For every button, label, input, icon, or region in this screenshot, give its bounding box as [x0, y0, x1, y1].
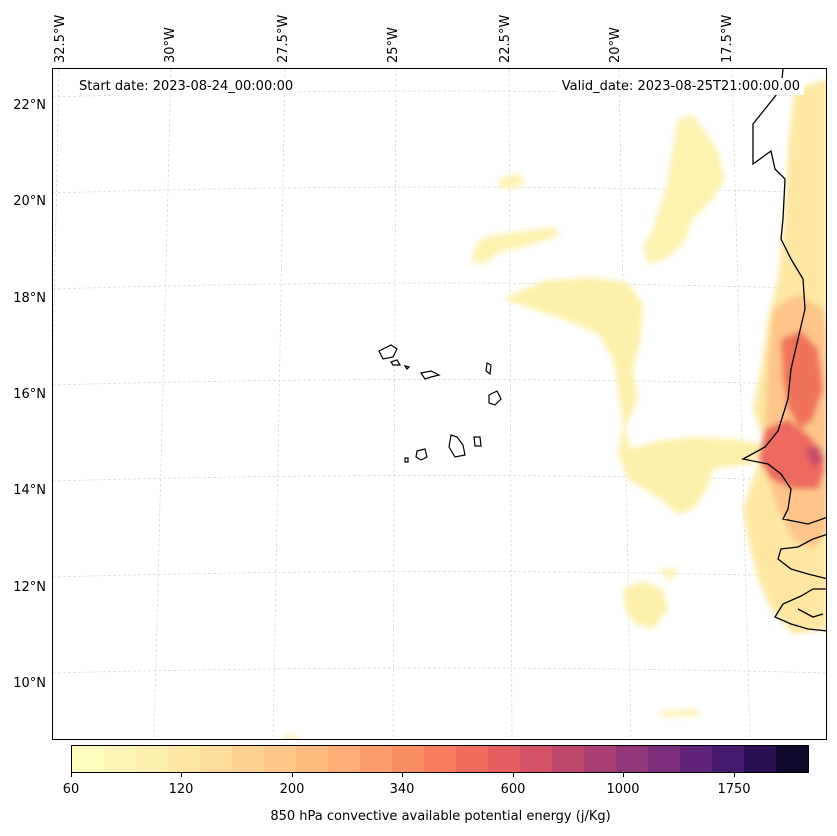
- lat-label-20n: 20°N: [13, 194, 46, 209]
- lon-label-22-5w: 22.5°W: [498, 14, 513, 63]
- colorbar-swatch-7: [296, 746, 328, 772]
- lat-label-10n: 10°N: [13, 676, 46, 691]
- colorbar: [71, 745, 809, 773]
- colorbar-swatch-0: [72, 746, 104, 772]
- cb-tick-340: 340: [389, 782, 415, 797]
- guinea-islands: [797, 608, 824, 618]
- lon-label-27-5w: 27.5°W: [276, 14, 291, 63]
- lat-label-12n: 12°N: [13, 580, 46, 595]
- colorbar-swatch-11: [424, 746, 456, 772]
- cb-tick-120: 120: [168, 782, 194, 797]
- island-fogo: [415, 448, 428, 461]
- cb-tickmark-1000: [623, 773, 624, 777]
- lon-label-32-5w: 32.5°W: [53, 14, 68, 63]
- graticule: [53, 69, 826, 739]
- colorbar-swatch-20: [712, 746, 744, 772]
- map-panel[interactable]: Start date: 2023-08-24_00:00:00 Valid_da…: [52, 68, 827, 740]
- lon-label-17-5w: 17.5°W: [720, 14, 735, 63]
- colorbar-swatch-14: [520, 746, 552, 772]
- island-santiago: [448, 434, 466, 458]
- cb-tick-1750: 1750: [717, 782, 751, 797]
- colorbar-swatch-19: [680, 746, 712, 772]
- cape-region-south: [623, 581, 668, 629]
- colorbar-swatch-3: [168, 746, 200, 772]
- cape-region-small-patch: [499, 173, 525, 189]
- lat-label-14n: 14°N: [13, 483, 46, 498]
- island-santa-luzia: [403, 365, 411, 370]
- cb-tickmark-1750: [734, 773, 735, 777]
- cb-tick-600: 600: [500, 782, 526, 797]
- lat-label-22n: 22°N: [13, 98, 46, 113]
- lat-label-16n: 16°N: [13, 387, 46, 402]
- cape-region-north-streak: [643, 115, 725, 264]
- colorbar-swatch-15: [552, 746, 584, 772]
- colorbar-swatch-13: [488, 746, 520, 772]
- cb-tickmark-600: [513, 773, 514, 777]
- cb-tick-200: 200: [279, 782, 305, 797]
- cape-region-bottom-left: [281, 733, 298, 739]
- island-santo-antao: [378, 344, 398, 360]
- cabo-verde-islands: [378, 344, 502, 463]
- cb-tickmark-60: [71, 773, 72, 777]
- lon-label-30w: 30°W: [163, 27, 178, 63]
- colorbar-swatch-21: [744, 746, 776, 772]
- colorbar-swatch-16: [584, 746, 616, 772]
- colorbar-swatch-8: [328, 746, 360, 772]
- cape-field: [281, 79, 826, 739]
- lon-label-25w: 25°W: [386, 27, 401, 63]
- cape-region-coastal-high-2: [758, 419, 825, 489]
- colorbar-swatch-4: [200, 746, 232, 772]
- start-date-label: Start date: 2023-08-24_00:00:00: [75, 78, 298, 95]
- valid-date-label: Valid_date: 2023-08-25T21:00:00.00: [557, 78, 804, 95]
- cape-region-south-small: [658, 569, 678, 581]
- cape-region-coastal-high: [781, 331, 823, 429]
- colorbar-swatch-2: [136, 746, 168, 772]
- cb-tickmark-200: [292, 773, 293, 777]
- island-brava: [404, 457, 409, 463]
- colorbar-swatch-12: [456, 746, 488, 772]
- coastline: [741, 69, 826, 632]
- cape-region-coastal-peak: [805, 445, 825, 467]
- island-sal: [485, 362, 492, 376]
- cb-tick-1000: 1000: [606, 782, 640, 797]
- island-maio: [473, 436, 482, 447]
- colorbar-swatch-17: [616, 746, 648, 772]
- colorbar-swatch-9: [360, 746, 392, 772]
- cb-tick-60: 60: [62, 782, 80, 797]
- island-sao-vicente: [390, 359, 402, 366]
- lat-label-18n: 18°N: [13, 291, 46, 306]
- gambia-senegal-coast: [777, 533, 826, 580]
- colorbar-swatch-22: [776, 746, 808, 772]
- cape-region-central-band: [503, 277, 765, 514]
- cape-region-bottom-streak: [658, 709, 703, 717]
- cb-tickmark-340: [402, 773, 403, 777]
- colorbar-label: 850 hPa convective available potential e…: [270, 809, 611, 824]
- africa-coastline: [741, 69, 826, 525]
- colorbar-swatch-10: [392, 746, 424, 772]
- colorbar-swatch-18: [648, 746, 680, 772]
- island-sao-nicolau: [420, 370, 441, 380]
- island-boa-vista: [488, 390, 502, 406]
- cape-region-west-patch: [471, 227, 561, 264]
- colorbar-swatch-6: [264, 746, 296, 772]
- colorbar-swatch-5: [232, 746, 264, 772]
- cape-map: [53, 69, 826, 739]
- lon-label-20w: 20°W: [608, 27, 623, 63]
- guinea-bissau-coast: [774, 588, 826, 632]
- colorbar-swatch-1: [104, 746, 136, 772]
- cb-tickmark-120: [181, 773, 182, 777]
